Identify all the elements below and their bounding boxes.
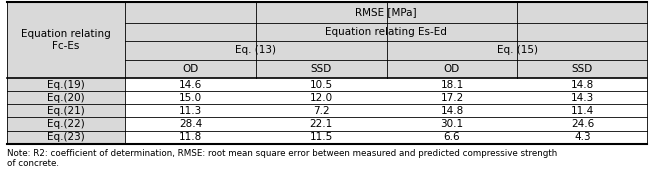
Bar [387, 78, 517, 91]
Bar [125, 41, 387, 60]
Bar [125, 60, 256, 78]
Bar [7, 131, 125, 144]
Bar [256, 78, 387, 91]
Bar [256, 60, 387, 78]
Bar [125, 104, 256, 117]
Bar [7, 78, 125, 91]
Text: 14.6: 14.6 [179, 80, 202, 90]
Text: 11.4: 11.4 [571, 106, 594, 116]
Bar [387, 131, 517, 144]
Text: 11.5: 11.5 [309, 132, 333, 142]
Text: Eq. (15): Eq. (15) [496, 45, 538, 56]
Text: Eq. (13): Eq. (13) [235, 45, 277, 56]
Bar [387, 91, 517, 104]
Text: 14.3: 14.3 [571, 93, 594, 103]
Text: 24.6: 24.6 [571, 119, 594, 129]
Text: 18.1: 18.1 [440, 80, 464, 90]
Text: OD: OD [182, 64, 199, 74]
Text: Eq.(21): Eq.(21) [47, 106, 85, 116]
Text: Equation relating
Fc-Es: Equation relating Fc-Es [21, 29, 111, 51]
Text: 4.3: 4.3 [574, 132, 591, 142]
Bar [517, 104, 647, 117]
Text: 11.8: 11.8 [179, 132, 202, 142]
Bar [256, 91, 387, 104]
Bar [125, 131, 256, 144]
Text: 10.5: 10.5 [310, 80, 333, 90]
Text: 12.0: 12.0 [310, 93, 333, 103]
Bar [125, 117, 256, 131]
Text: 30.1: 30.1 [440, 119, 464, 129]
Bar [387, 104, 517, 117]
Text: Eq.(23): Eq.(23) [47, 132, 85, 142]
Text: 22.1: 22.1 [309, 119, 333, 129]
Text: 6.6: 6.6 [443, 132, 460, 142]
Bar [7, 91, 125, 104]
Text: 14.8: 14.8 [440, 106, 464, 116]
Text: Eq.(19): Eq.(19) [47, 80, 85, 90]
Text: Eq.(20): Eq.(20) [47, 93, 84, 103]
Bar [256, 117, 387, 131]
Bar [517, 131, 647, 144]
Text: Equation relating Es-Ed: Equation relating Es-Ed [325, 27, 447, 37]
Bar [7, 2, 125, 78]
Text: SSD: SSD [311, 64, 332, 74]
Bar [517, 78, 647, 91]
Bar [7, 104, 125, 117]
Bar [387, 117, 517, 131]
Bar [256, 131, 387, 144]
Text: SSD: SSD [572, 64, 593, 74]
Bar [125, 2, 647, 23]
Bar [125, 78, 256, 91]
Text: Note: R2: coefficient of determination, RMSE: root mean square error between mea: Note: R2: coefficient of determination, … [7, 149, 557, 169]
Text: 11.3: 11.3 [179, 106, 202, 116]
Bar [517, 60, 647, 78]
Bar [256, 104, 387, 117]
Bar [125, 23, 647, 41]
Text: 28.4: 28.4 [179, 119, 202, 129]
Text: RMSE [MPa]: RMSE [MPa] [356, 7, 417, 17]
Bar [387, 41, 647, 60]
Text: 17.2: 17.2 [440, 93, 464, 103]
Text: Eq.(22): Eq.(22) [47, 119, 85, 129]
Bar [125, 91, 256, 104]
Bar [7, 117, 125, 131]
Text: 14.8: 14.8 [571, 80, 594, 90]
Bar [517, 91, 647, 104]
Text: OD: OD [444, 64, 460, 74]
Bar [517, 117, 647, 131]
Text: 7.2: 7.2 [313, 106, 330, 116]
Bar [387, 60, 517, 78]
Text: 15.0: 15.0 [179, 93, 202, 103]
